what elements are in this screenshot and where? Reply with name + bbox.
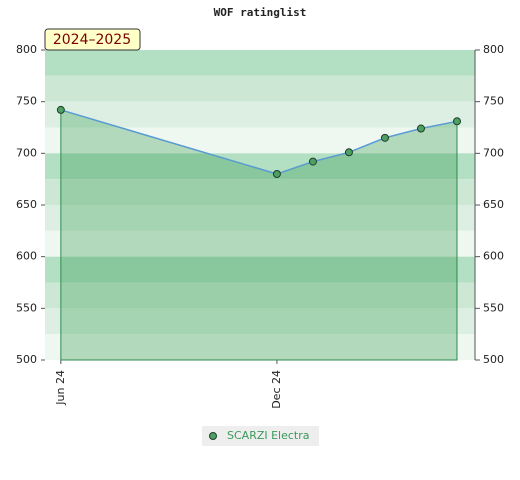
point [416, 124, 425, 133]
y-tick-label: 650 [16, 198, 37, 211]
background-stripe [45, 256, 475, 283]
legend-marker [209, 432, 217, 440]
y2-tick-label: 600 [483, 250, 504, 263]
x-tick-label: Dec 24 [270, 370, 283, 409]
season-badge [44, 28, 141, 51]
y-tick-label: 750 [16, 95, 37, 108]
background-stripe [45, 127, 475, 154]
y-tick-label: 550 [16, 301, 37, 314]
background-stripe [45, 282, 475, 309]
y2-tick-label: 800 [483, 43, 504, 56]
y-tick-label: 700 [16, 146, 37, 159]
background-stripe [45, 205, 475, 231]
y2-tick-label: 750 [483, 95, 504, 108]
background-stripe [45, 334, 475, 360]
y2-tick-label: 700 [483, 146, 504, 159]
background-stripe [45, 308, 475, 335]
season-label: 2024–2025 [53, 32, 131, 48]
background-stripe [45, 101, 475, 128]
point [272, 170, 281, 178]
y2-tick-label: 650 [483, 198, 504, 211]
chart-title: WOF ratinglist [214, 6, 307, 19]
point [56, 105, 65, 114]
y-tick-label: 800 [16, 43, 37, 56]
background-stripe [45, 230, 475, 257]
point [344, 148, 353, 157]
point [380, 133, 389, 142]
background-stripe [45, 75, 475, 102]
point [308, 157, 317, 166]
background-stripe [45, 50, 475, 76]
y-tick-label: 500 [16, 353, 37, 366]
background-stripe [45, 179, 475, 205]
y2-tick-label: 550 [483, 301, 504, 314]
y-tick-label: 600 [16, 250, 37, 263]
background-stripe [45, 153, 475, 180]
y2-tick-label: 500 [483, 353, 504, 366]
point [452, 117, 461, 126]
x-tick-label: Jun 24 [54, 370, 67, 406]
legend[interactable]: SCARZI Electra [202, 426, 319, 446]
legend-box [202, 426, 319, 446]
legend-label: SCARZI Electra [227, 429, 310, 442]
